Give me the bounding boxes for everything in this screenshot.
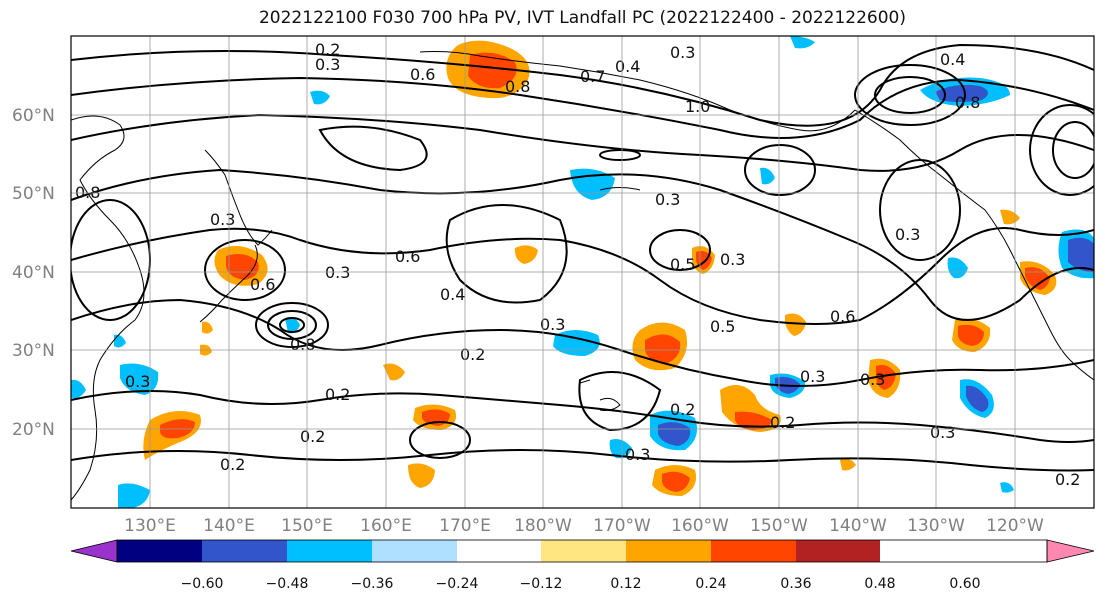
contour-label: 0.3	[930, 423, 955, 442]
contour-label: 0.6	[250, 275, 275, 294]
contour-label: 0.3	[800, 367, 825, 386]
lon-label: 140°W	[829, 516, 887, 536]
lon-label: 150°E	[281, 516, 333, 536]
contour-label: 0.2	[770, 413, 795, 432]
map-title: 2022122100 F030 700 hPa PV, IVT Landfall…	[258, 8, 906, 28]
contour-label: 0.2	[1055, 470, 1080, 489]
colorbar-tick-label: 0.60	[949, 576, 980, 592]
contour-label: 0.2	[300, 427, 325, 446]
contour-label: 0.3	[720, 250, 745, 269]
lat-label: 40°N	[12, 263, 55, 283]
contour-label: 0.3	[670, 43, 695, 62]
contour-label: 0.6	[395, 247, 420, 266]
lon-label: 150°W	[750, 516, 808, 536]
contour-label: 0.8	[290, 335, 315, 354]
contour-label: 0.3	[625, 445, 650, 464]
contour-label: 0.2	[460, 345, 485, 364]
contour-label-group: 0.2 0.3 0.3 0.4 0.6 0.7 0.8 1.0 0.4 0.8 …	[75, 40, 1080, 489]
colorbar-tick-label: −0.48	[266, 576, 309, 592]
contour-label: 0.4	[440, 285, 465, 304]
colorbar-segment	[202, 540, 287, 562]
contour-label: 0.3	[210, 210, 235, 229]
colorbar-segment	[711, 540, 796, 562]
contour-label: 0.2	[670, 400, 695, 419]
lon-label: 160°E	[360, 516, 412, 536]
colorbar-tick-label: 0.24	[695, 576, 726, 592]
colorbar-segment	[457, 540, 541, 562]
lon-label: 130°E	[124, 516, 176, 536]
colorbar-segment	[117, 540, 202, 562]
colorbar-segment	[287, 540, 372, 562]
coastlines	[71, 51, 1094, 501]
contour-label: 0.4	[615, 57, 640, 76]
colorbar-tick-label: 0.48	[864, 576, 895, 592]
colorbar-segment	[372, 540, 457, 562]
contour-label: 0.3	[315, 55, 340, 74]
contour-label: 0.3	[125, 372, 150, 391]
contour-label: 0.5	[710, 317, 735, 336]
contour-label: 0.2	[315, 40, 340, 59]
colorbar-tick-label: −0.36	[351, 576, 394, 592]
contour-label: 0.8	[955, 93, 980, 112]
colorbar-segment	[541, 540, 626, 562]
colorbar-right-extension	[1046, 539, 1095, 563]
contour-label: 0.3	[655, 190, 680, 209]
latitude-labels: 60°N 50°N 40°N 30°N 20°N	[12, 106, 55, 440]
lon-label: 120°W	[986, 516, 1044, 536]
contour-label: 1.0	[685, 97, 710, 116]
lat-label: 20°N	[12, 420, 55, 440]
contour-label: 0.5	[670, 255, 695, 274]
lat-label: 60°N	[12, 106, 55, 126]
lon-label: 180°W	[514, 516, 572, 536]
colorbar-tick-label: −0.12	[520, 576, 563, 592]
colorbar-tick-label: 0.36	[780, 576, 811, 592]
contour-label: 0.6	[410, 65, 435, 84]
contour-label: 0.3	[895, 225, 920, 244]
colorbar: −0.60 −0.48 −0.36 −0.24 −0.12 0.12 0.24 …	[70, 539, 1095, 592]
lon-label: 130°W	[907, 516, 965, 536]
lon-label: 160°W	[671, 516, 729, 536]
map-border	[70, 35, 1095, 509]
longitude-labels: 130°E 140°E 150°E 160°E 170°E 180°W 170°…	[124, 516, 1044, 536]
contour-label: 0.3	[860, 370, 885, 389]
colorbar-tick-label: 0.12	[610, 576, 641, 592]
colorbar-segment	[626, 540, 711, 562]
graticule	[71, 36, 1094, 508]
lon-label: 170°E	[439, 516, 491, 536]
lon-label: 140°E	[203, 516, 255, 536]
lon-label: 170°W	[593, 516, 651, 536]
contour-label: 0.2	[220, 455, 245, 474]
contour-label: 0.3	[325, 263, 350, 282]
contour-label: 0.8	[505, 77, 530, 96]
contour-label: 0.2	[325, 385, 350, 404]
contour-label: 0.7	[580, 67, 605, 86]
map-content: 0.2 0.3 0.3 0.4 0.6 0.7 0.8 1.0 0.4 0.8 …	[71, 36, 1094, 508]
colorbar-tick-label: −0.24	[436, 576, 479, 592]
lat-label: 30°N	[12, 341, 55, 361]
contour-label: 0.6	[830, 307, 855, 326]
contour-label: 0.4	[940, 50, 965, 69]
contour-label: 0.3	[540, 315, 565, 334]
lat-label: 50°N	[12, 184, 55, 204]
colorbar-tick-label: −0.60	[181, 576, 224, 592]
colorbar-left-extension	[70, 539, 118, 563]
colorbar-segment	[796, 540, 880, 562]
